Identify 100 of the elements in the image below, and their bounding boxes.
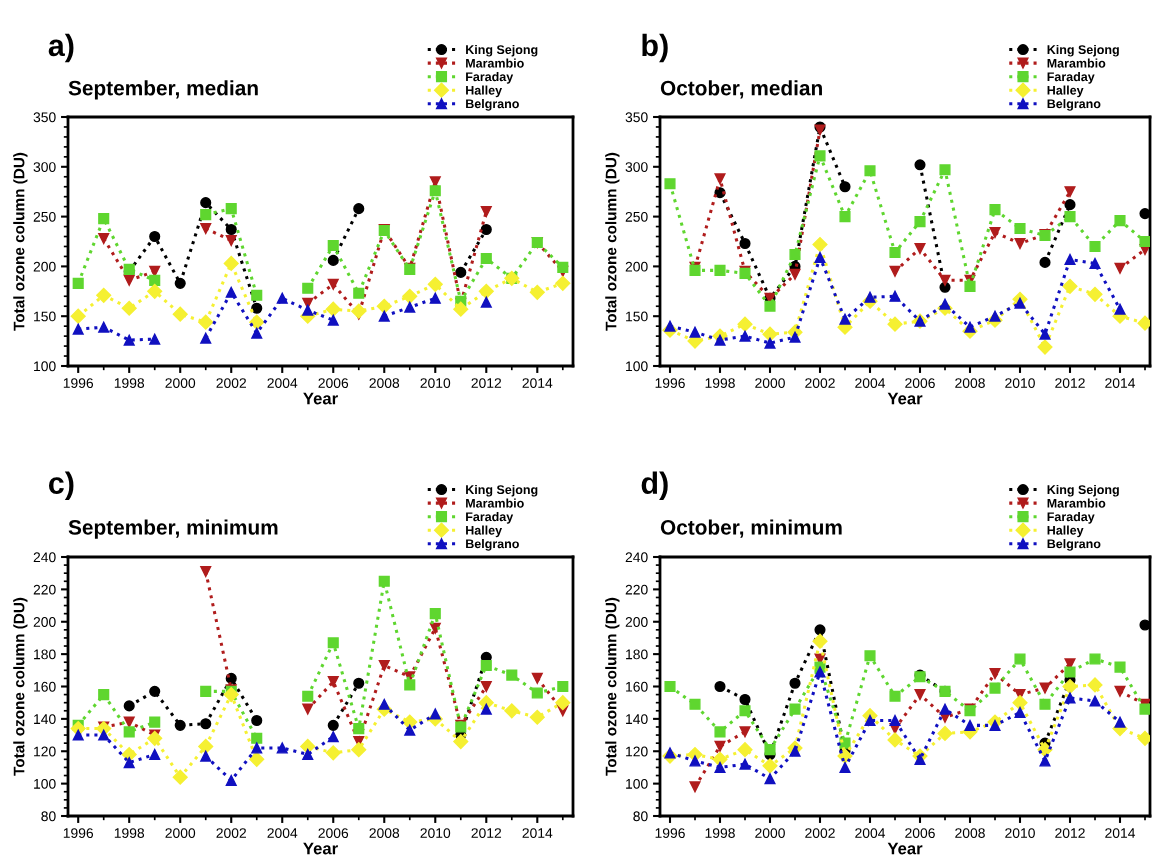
x-tick-label: 2004	[855, 828, 886, 839]
x-tick-label: 1996	[63, 828, 94, 839]
x-tick-label: 2008	[369, 378, 400, 389]
x-axis-title: Year	[887, 842, 923, 855]
legend-label: Belgrano	[466, 539, 519, 551]
text: a)	[48, 33, 74, 63]
x-axis-title: Year	[887, 392, 923, 405]
y-tick-label: 300	[33, 162, 56, 172]
x-tick-label: 2012	[471, 828, 502, 839]
chart-title: September, median	[68, 80, 258, 100]
x-tick-label: 2002	[805, 828, 835, 839]
y-axis-title: Total ozone column (DU)	[605, 152, 620, 331]
x-tick-label: 2010	[420, 828, 451, 839]
legend-label: Faraday	[1047, 511, 1095, 524]
y-tick-label: 200	[33, 261, 56, 272]
text: d)	[641, 471, 668, 501]
x-tick-label: 2008	[955, 828, 985, 839]
x-tick-label: 2014	[522, 828, 553, 839]
y-tick-label: 350	[33, 112, 56, 123]
x-tick-label: 2010	[1005, 378, 1035, 389]
x-tick-label: 2014	[1105, 828, 1136, 839]
legend-label: King Sejong	[1047, 484, 1119, 497]
x-tick-label: 1998	[114, 378, 145, 389]
x-tick-label: 1996	[655, 378, 685, 389]
legend-label: Faraday	[1047, 71, 1095, 84]
y-tick-label: 120	[34, 746, 56, 757]
legend-label: Belgrano	[1047, 99, 1101, 111]
y-tick-label: 220	[33, 584, 56, 595]
x-tick-label: 1998	[705, 828, 735, 839]
y-tick-label: 140	[626, 714, 648, 725]
x-tick-label: 2000	[755, 828, 785, 839]
x-tick-label: 2012	[471, 378, 502, 389]
y-tick-label: 100	[626, 361, 648, 372]
x-tick-label: 2000	[165, 828, 196, 839]
chart-title: October, minimum	[660, 519, 842, 538]
y-tick-label: 160	[626, 681, 648, 692]
y-axis-title: Total ozone column (DU)	[13, 152, 28, 331]
x-tick-label: 2014	[1105, 378, 1136, 389]
x-tick-label: 2012	[1055, 828, 1085, 839]
y-tick-label: 140	[34, 714, 56, 725]
y-tick-label: 100	[34, 778, 56, 789]
y-tick-label: 200	[625, 617, 648, 627]
x-tick-label: 2002	[216, 828, 246, 839]
x-tick-label: 2006	[905, 378, 935, 389]
x-tick-label: 2012	[1055, 378, 1085, 389]
y-tick-label: 80	[41, 811, 56, 822]
legend-label: Marambio	[466, 58, 524, 68]
x-tick-label: 2006	[318, 378, 349, 389]
y-tick-label: 200	[625, 261, 648, 272]
y-tick-label: 120	[626, 746, 648, 757]
x-tick-label: 2008	[369, 828, 400, 839]
y-tick-label: 180	[626, 649, 648, 660]
y-tick-label: 220	[625, 584, 648, 595]
legend-label: Halley	[466, 525, 503, 538]
y-tick-label: 80	[633, 811, 648, 822]
x-tick-label: 2000	[165, 378, 196, 389]
x-tick-label: 2006	[318, 828, 349, 839]
y-tick-label: 150	[34, 311, 56, 322]
text: c)	[48, 471, 74, 501]
legend-label: King Sejong	[466, 484, 538, 497]
legend-label: Marambio	[1047, 498, 1106, 508]
legend-label: Halley	[1047, 85, 1084, 98]
text: b)	[642, 33, 668, 63]
x-tick-label: 1998	[705, 378, 735, 389]
x-tick-label: 2006	[905, 828, 935, 839]
x-tick-label: 2002	[805, 378, 835, 389]
x-tick-label: 2008	[955, 378, 985, 389]
x-tick-label: 2002	[216, 378, 246, 389]
x-tick-label: 2004	[855, 378, 886, 389]
legend-label: Marambio	[466, 498, 524, 508]
y-axis-title: Total ozone column (DU)	[605, 597, 620, 776]
y-tick-label: 100	[34, 361, 56, 372]
legend-label: Halley	[466, 85, 503, 98]
x-tick-label: 1998	[114, 828, 145, 839]
y-tick-label: 100	[626, 778, 648, 789]
x-tick-label: 1996	[655, 828, 685, 839]
y-tick-label: 150	[626, 311, 648, 322]
y-axis-title: Total ozone column (DU)	[13, 597, 28, 776]
y-tick-label: 240	[625, 552, 648, 563]
legend-label: King Sejong	[466, 44, 538, 57]
x-tick-label: 2004	[267, 828, 298, 839]
x-tick-label: 2000	[755, 378, 785, 389]
y-tick-label: 180	[34, 649, 56, 660]
y-tick-label: 250	[625, 211, 648, 222]
y-tick-label: 200	[33, 617, 56, 627]
y-tick-label: 300	[625, 162, 648, 172]
legend-label: Belgrano	[466, 99, 519, 111]
y-tick-label: 250	[33, 211, 56, 222]
legend-label: King Sejong	[1047, 44, 1119, 57]
legend-label: Faraday	[466, 71, 514, 84]
legend-label: Belgrano	[1047, 539, 1101, 551]
x-tick-label: 2004	[267, 378, 298, 389]
x-axis-title: Year	[303, 842, 338, 855]
legend-label: Marambio	[1047, 58, 1106, 68]
chart-title: October, median	[660, 80, 822, 99]
y-tick-label: 350	[625, 112, 648, 123]
y-tick-label: 240	[33, 552, 56, 563]
legend-label: Halley	[1047, 525, 1084, 538]
chart-title: September, minimum	[68, 519, 278, 539]
x-axis-title: Year	[303, 392, 338, 405]
